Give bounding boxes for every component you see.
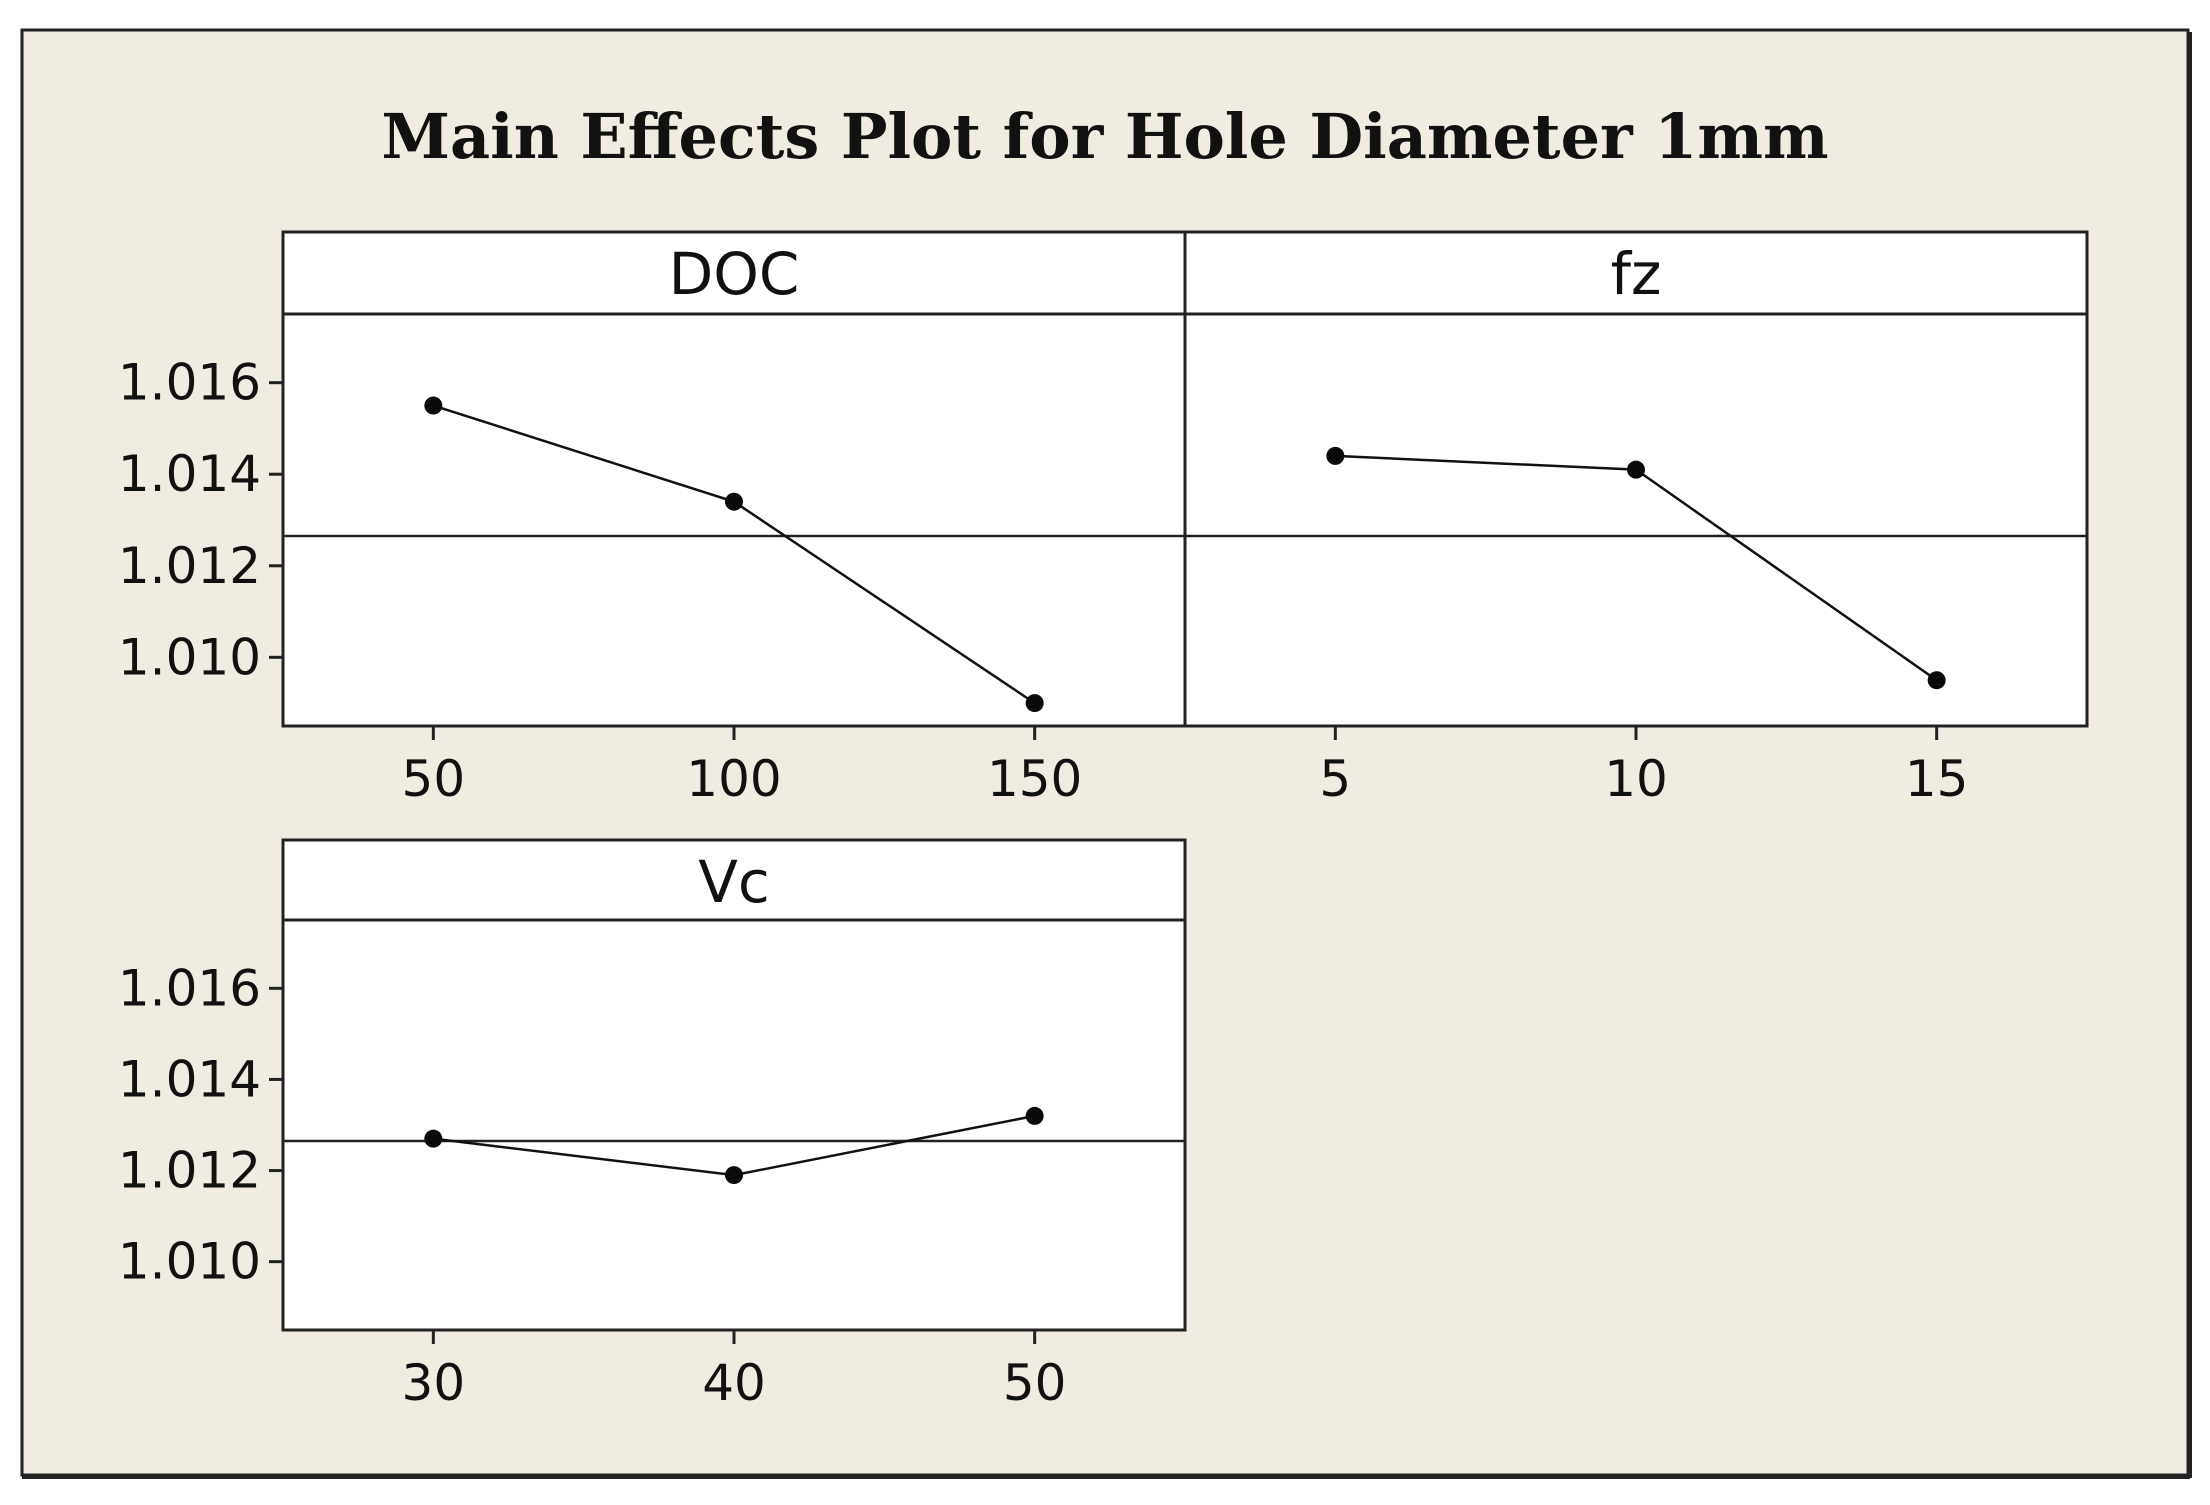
y-tick-label: 1.016 xyxy=(118,959,261,1017)
x-tick-label: 5 xyxy=(1319,750,1351,808)
data-point xyxy=(1927,671,1946,690)
data-point xyxy=(1326,446,1345,465)
data-point xyxy=(725,492,743,511)
x-tick-label: 40 xyxy=(702,1354,766,1412)
x-tick-label: 30 xyxy=(402,1354,466,1412)
y-tick-label: 1.014 xyxy=(118,1050,261,1108)
panel-label-doc: DOC xyxy=(669,240,800,308)
x-tick-label: 150 xyxy=(987,750,1082,808)
y-tick-label: 1.010 xyxy=(118,1233,261,1291)
y-tick-label: 1.012 xyxy=(118,537,261,595)
panel-frame xyxy=(281,838,1187,1332)
y-tick-label: 1.012 xyxy=(118,1142,261,1200)
data-point xyxy=(424,1129,443,1148)
panel-doc: DOC 1.010 1.012 1.014 1.016 50 100 150 xyxy=(118,230,1187,808)
x-tick-label: 15 xyxy=(1905,750,1969,808)
y-tick-label: 1.016 xyxy=(118,354,261,412)
y-tick-label: 1.014 xyxy=(118,445,261,503)
data-point xyxy=(1627,460,1645,479)
panel-fz: fz 5 10 15 xyxy=(1183,230,2089,808)
panel-label-fz: fz xyxy=(1611,240,1662,308)
data-point xyxy=(725,1166,743,1185)
data-point xyxy=(1025,1106,1044,1125)
panel-label-vc: Vc xyxy=(698,848,770,916)
data-point xyxy=(424,396,443,415)
panel-vc: Vc 1.010 1.012 1.014 1.016 30 40 50 xyxy=(118,838,1187,1412)
y-tick-label: 1.010 xyxy=(118,628,261,686)
data-point xyxy=(1025,694,1044,713)
x-tick-label: 50 xyxy=(1003,1354,1067,1412)
x-tick-label: 50 xyxy=(402,750,466,808)
chart-title: Main Effects Plot for Hole Diameter 1mm xyxy=(381,100,1828,173)
panels-layer: DOC 1.010 1.012 1.014 1.016 50 100 150 fz 5 10 15 Vc… xyxy=(118,230,2089,1412)
x-tick-label: 100 xyxy=(686,750,781,808)
x-tick-label: 10 xyxy=(1604,750,1668,808)
